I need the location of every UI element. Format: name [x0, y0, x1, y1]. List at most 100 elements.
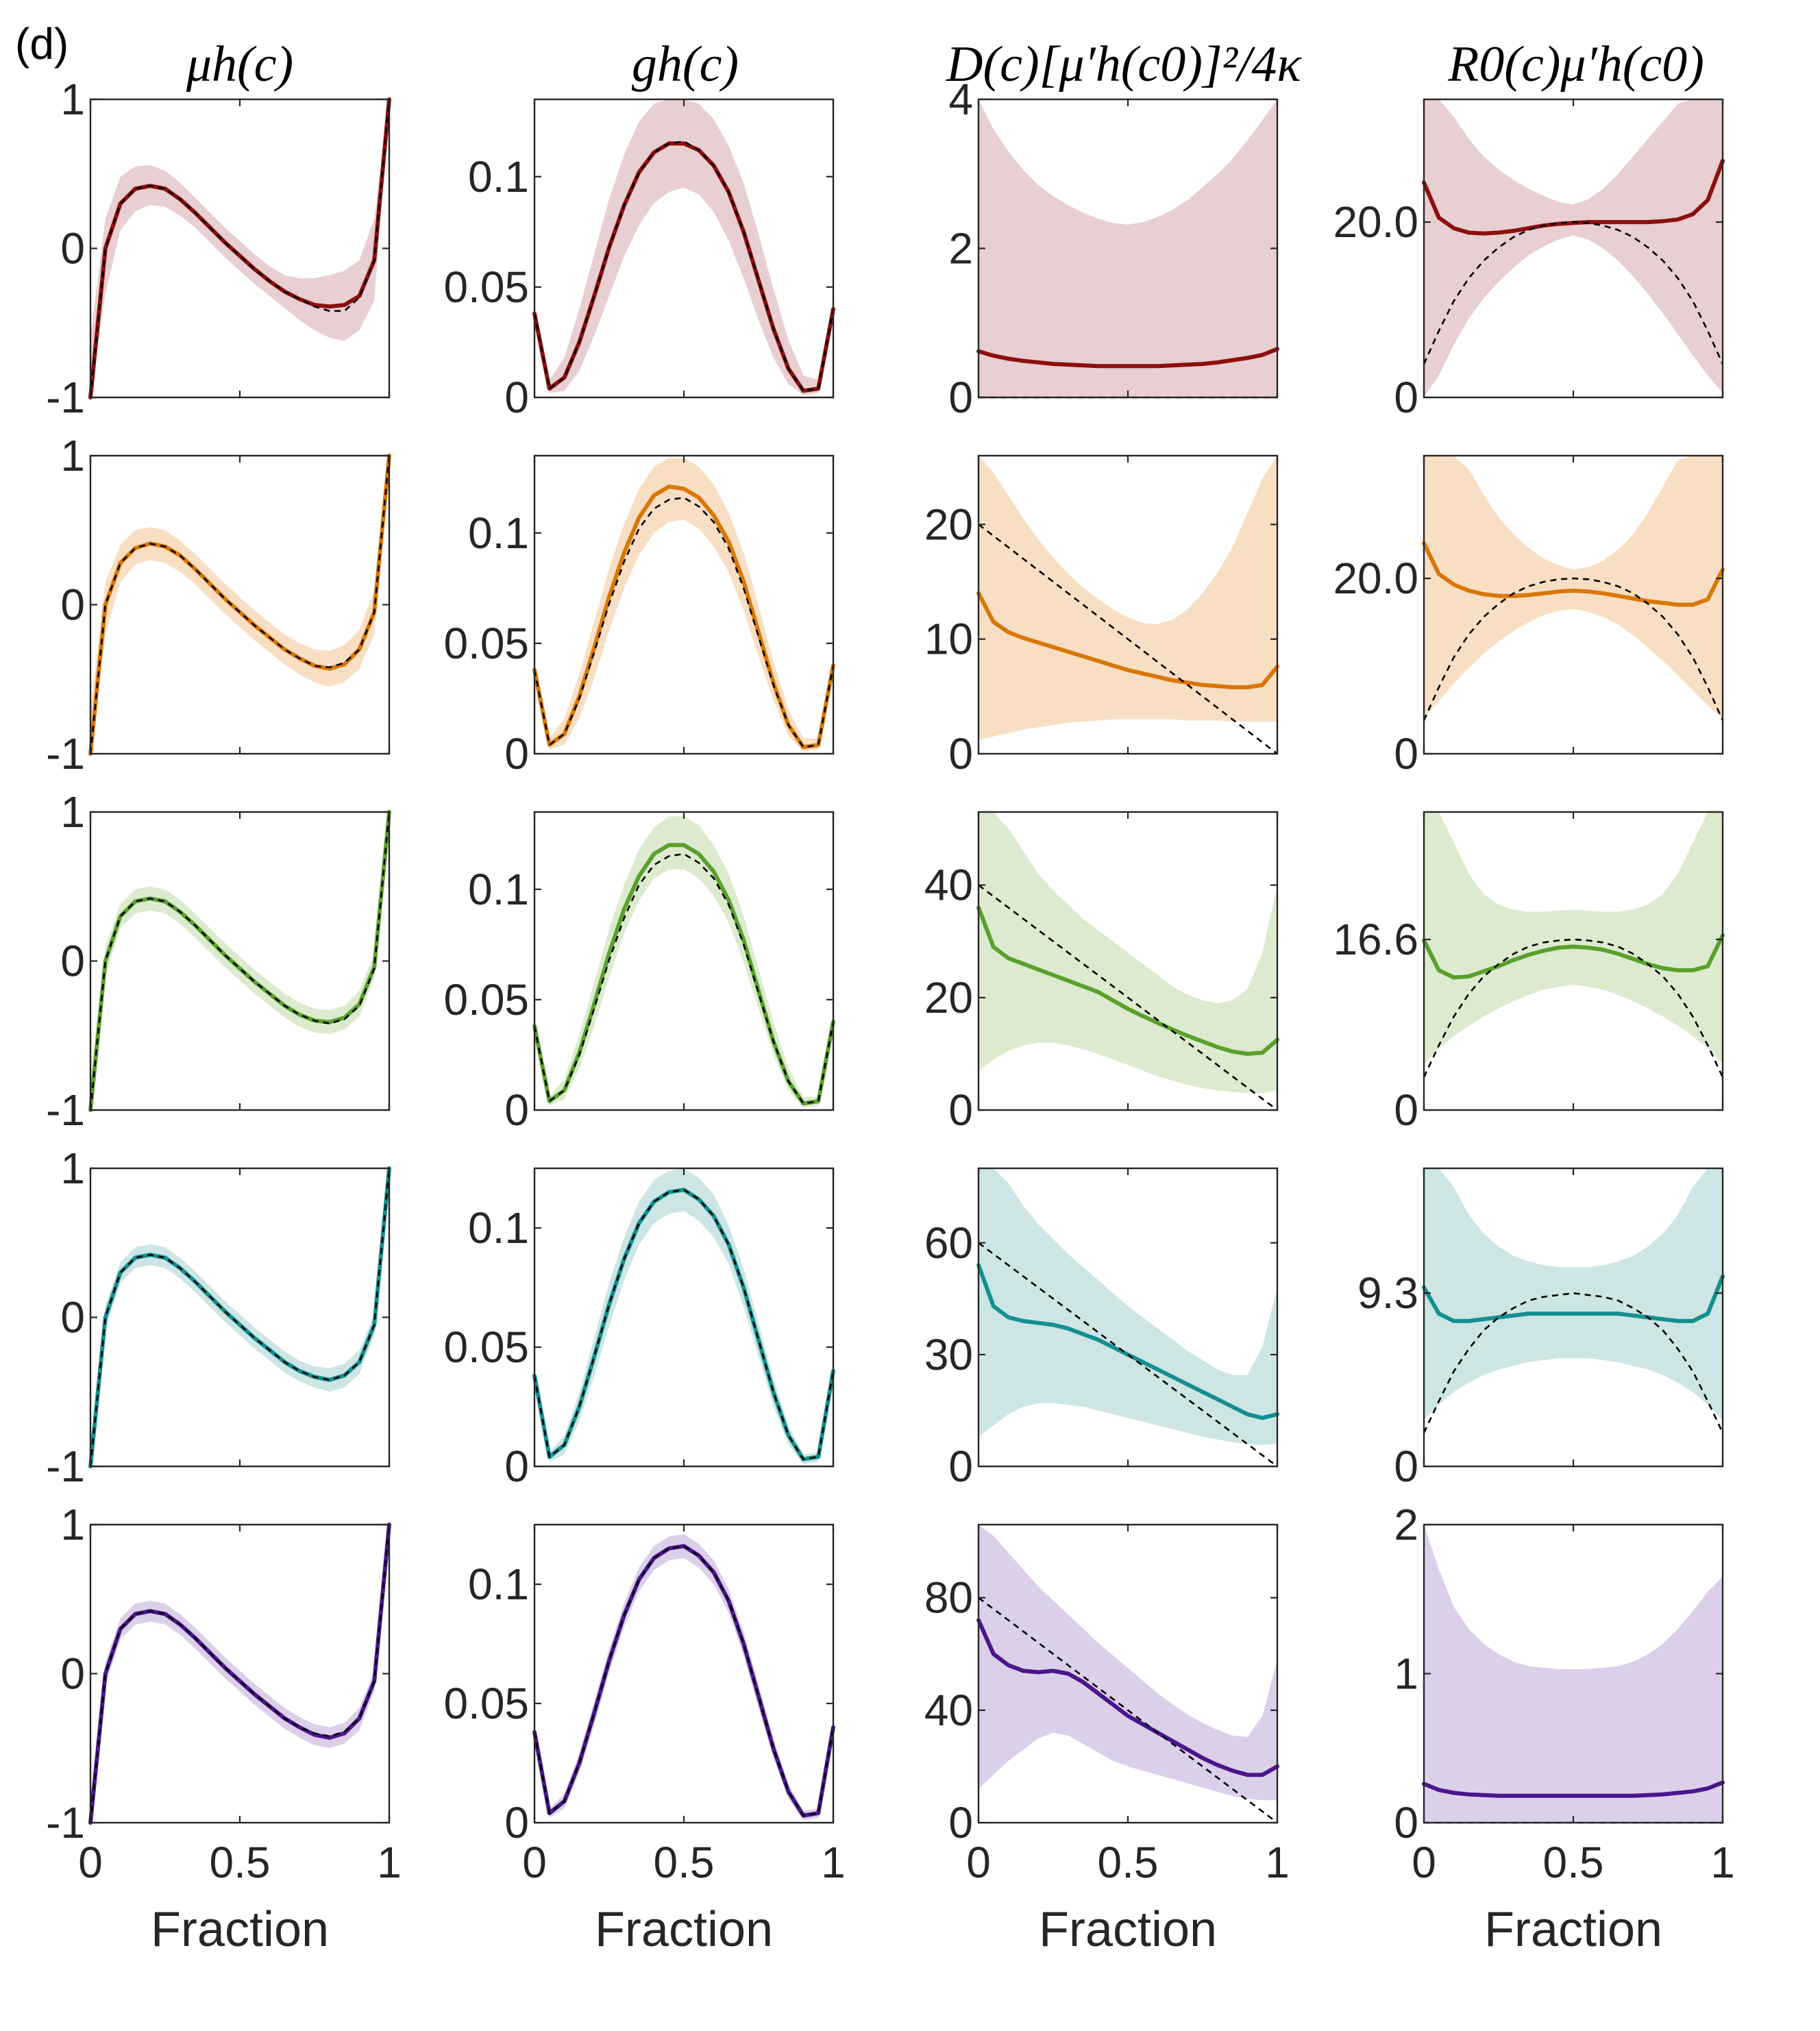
reference-curve: [89, 455, 391, 754]
panel-r4-c2: 0 0.05 0.1: [443, 1167, 835, 1491]
reference-curve: [1423, 577, 1724, 721]
panel-r4-c4: 09.3: [1357, 1167, 1725, 1491]
x-tick-label: 0: [966, 1838, 991, 1887]
x-tick-label: 1: [1710, 1838, 1735, 1887]
y-tick-label: 9.3: [1357, 1268, 1418, 1318]
y-tick-label: 1: [60, 1500, 85, 1549]
y-tick-label: 0: [60, 1293, 85, 1342]
x-axis-label: Fraction: [595, 1902, 773, 1957]
y-tick-label: 0.1: [468, 1203, 529, 1253]
uncertainty-band: [1424, 99, 1723, 397]
y-tick-label: 0.05: [443, 1322, 529, 1372]
x-axis-label: Fraction: [1039, 1902, 1217, 1957]
y-tick-label: -1: [46, 373, 85, 422]
fitted-curve: [976, 1618, 1279, 1777]
y-tick-label: 0: [1394, 729, 1418, 778]
uncertainty-band: [1424, 812, 1723, 1064]
axes-frame: [533, 1523, 835, 1824]
reference-curve: [533, 1188, 835, 1461]
panel-r1-c4: 020.0: [1333, 98, 1725, 422]
panel-r4-c1: -1 0 1: [46, 1144, 391, 1491]
x-axis-label: Fraction: [1484, 1902, 1662, 1957]
y-tick-label: 20: [924, 973, 973, 1022]
reference-curve: [978, 1597, 1278, 1824]
y-tick-label: 0: [504, 1798, 529, 1847]
reference-curve: [1423, 938, 1724, 1078]
panel-letter: (d): [15, 19, 69, 69]
column-title-3: D(c)[μ′h(c0)]²/4κ: [946, 36, 1302, 93]
y-tick-label: 0: [60, 1649, 85, 1699]
y-tick-label: 0: [948, 1085, 973, 1135]
panel-r1-c1: -1 0 1: [46, 75, 391, 422]
uncertainty-band: [1424, 1525, 1723, 1823]
column-title-1: μh(c): [186, 36, 293, 93]
y-tick-label: 0: [948, 1442, 973, 1491]
y-tick-label: 2: [1394, 1500, 1418, 1549]
y-tick-label: 0: [60, 580, 85, 630]
uncertainty-band: [534, 458, 833, 752]
column-title-2: gh(c): [632, 36, 739, 93]
y-tick-label: 0: [948, 1798, 973, 1847]
y-tick-label: 4: [948, 75, 973, 124]
y-tick-label: 0.1: [468, 1560, 529, 1609]
y-tick-label: 2: [948, 224, 973, 273]
panel-grid: -10100.050.1024020.0-10100.050.101020020…: [46, 75, 1735, 1957]
x-tick-label: 0: [1412, 1838, 1436, 1887]
panel-r1-c3: 0 2 4: [948, 75, 1279, 422]
panel-r5-c4: 0 1 2 0 0.5 1 Fraction: [1394, 1500, 1734, 1957]
panel-r3-c4: 016.6: [1333, 811, 1725, 1135]
y-tick-label: 20.0: [1333, 554, 1418, 603]
y-tick-label: 60: [924, 1218, 973, 1268]
y-tick-label: -1: [46, 1085, 85, 1135]
x-tick-label: 1: [1265, 1838, 1290, 1887]
fitted-curve: [976, 905, 1279, 1056]
y-tick-label: 0: [504, 1085, 529, 1135]
y-tick-label: 1: [1394, 1649, 1418, 1699]
reference-curve: [89, 1168, 391, 1467]
uncertainty-band: [979, 1525, 1277, 1801]
uncertainty-band: [534, 816, 833, 1108]
y-tick-label: 16.6: [1333, 915, 1418, 964]
y-tick-label: 0.05: [443, 262, 529, 312]
x-tick-label: 0.5: [1098, 1838, 1159, 1887]
uncertainty-band: [90, 456, 389, 754]
y-tick-label: 40: [924, 861, 973, 910]
reference-curve: [978, 884, 1278, 1111]
y-tick-label: 0.1: [468, 152, 529, 201]
x-tick-label: 0: [522, 1838, 547, 1887]
panel-r5-c3: 0 40 80 0 0.5 1 Fraction: [924, 1523, 1290, 1957]
y-tick-label: 0.05: [443, 619, 529, 668]
uncertainty-band: [979, 99, 1277, 397]
y-tick-label: 80: [924, 1573, 973, 1623]
uncertainty-band: [534, 1534, 833, 1821]
axes-frame: [533, 1167, 835, 1468]
y-tick-label: 0: [1394, 1085, 1418, 1135]
fitted-curve: [1422, 1780, 1725, 1798]
reference-curve: [533, 1544, 835, 1817]
y-tick-label: 0: [1394, 1798, 1418, 1847]
fitted-curve: [532, 843, 835, 1106]
uncertainty-band: [90, 1168, 389, 1466]
reference-curve: [978, 524, 1278, 755]
panel-r4-c3: 0 30 60: [924, 1167, 1279, 1491]
uncertainty-band: [90, 812, 389, 1110]
panel-r1-c2: 0 0.05 0.1: [443, 98, 835, 422]
y-tick-label: 0: [948, 729, 973, 778]
y-tick-label: 1: [60, 75, 85, 124]
y-tick-label: 0: [60, 937, 85, 986]
uncertainty-band: [979, 812, 1277, 1094]
y-tick-label: 0: [504, 729, 529, 778]
panel-r2-c2: 0 0.05 0.1: [443, 454, 835, 778]
uncertainty-band: [90, 99, 389, 397]
y-tick-label: 10: [924, 615, 973, 664]
uncertainty-band: [979, 456, 1277, 740]
x-tick-label: 1: [377, 1838, 402, 1887]
panel-r3-c2: 0 0.05 0.1: [443, 811, 835, 1135]
y-tick-label: 0.05: [443, 975, 529, 1024]
y-tick-label: 0: [1394, 373, 1418, 422]
panel-r2-c3: 0 10 20: [924, 454, 1279, 778]
fitted-curve: [976, 347, 1279, 369]
x-tick-label: 0.5: [210, 1838, 271, 1887]
